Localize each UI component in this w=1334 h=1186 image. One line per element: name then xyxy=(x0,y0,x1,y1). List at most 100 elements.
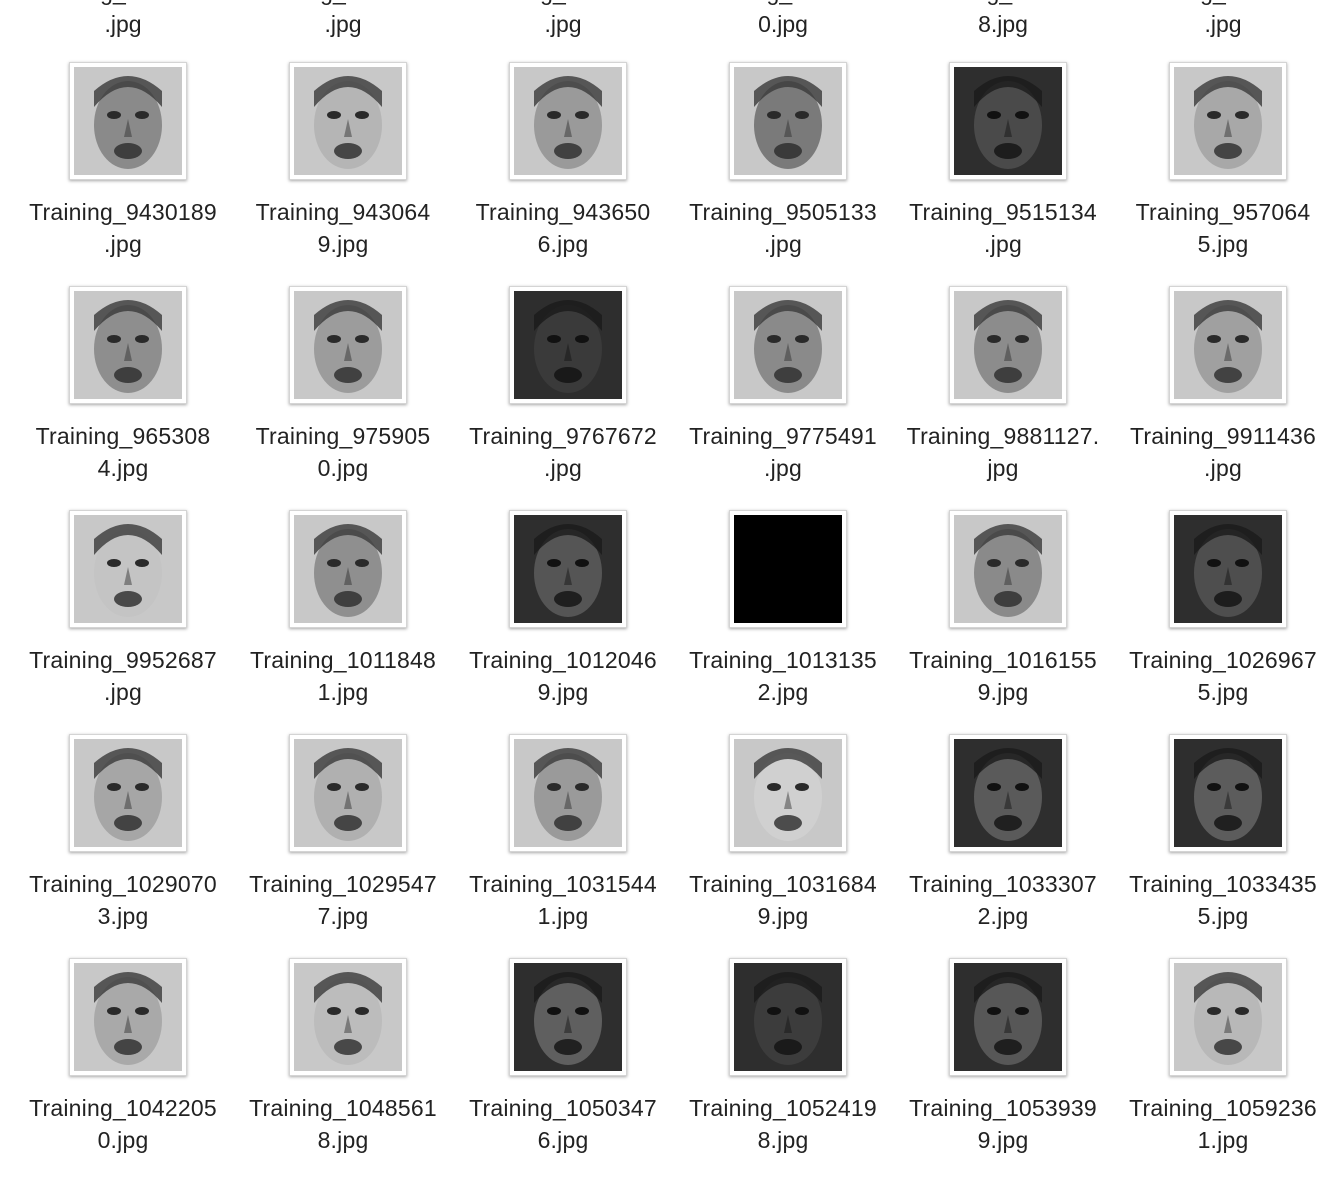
thumbnail-frame[interactable] xyxy=(69,510,187,628)
thumbnail-frame[interactable] xyxy=(1169,62,1287,180)
file-name[interactable]: Training_1052419 8.jpg xyxy=(689,1095,877,1153)
file-name[interactable]: Training_1048561 8.jpg xyxy=(249,1095,437,1153)
file-item[interactable]: Training_9767672 .jpg xyxy=(453,286,673,514)
file-item[interactable]: Training_1031544 1.jpg xyxy=(453,734,673,962)
file-name[interactable]: Training_9775491 .jpg xyxy=(689,423,877,481)
thumbnail-frame[interactable] xyxy=(509,510,627,628)
thumbnail-frame[interactable] xyxy=(729,62,847,180)
file-name[interactable]: Training_1059236 1.jpg xyxy=(1129,1095,1317,1153)
file-name[interactable]: Training_957064 5.jpg xyxy=(1135,199,1311,257)
file-name[interactable]: Training_1012046 9.jpg xyxy=(469,647,657,705)
file-item[interactable]: Training_9881127. jpg xyxy=(893,286,1113,514)
file-name[interactable]: Training_9767672 .jpg xyxy=(469,423,657,481)
black-thumbnail xyxy=(734,515,842,623)
file-item[interactable]: Training_1012046 9.jpg xyxy=(453,510,673,738)
file-item[interactable]: Training_1033435 5.jpg xyxy=(1113,734,1333,962)
file-name[interactable]: Training_1016155 9.jpg xyxy=(909,647,1097,705)
thumbnail-frame[interactable] xyxy=(289,958,407,1076)
file-item[interactable]: Training_9952687 .jpg xyxy=(13,510,233,738)
file-name[interactable]: Training_9430189 .jpg xyxy=(29,199,217,257)
thumbnail-frame[interactable] xyxy=(1169,286,1287,404)
file-item[interactable]: Training_965308 4.jpg xyxy=(13,286,233,514)
thumbnail-frame[interactable] xyxy=(289,510,407,628)
thumbnail-frame[interactable] xyxy=(949,286,1067,404)
file-name[interactable]: Training_1031544 1.jpg xyxy=(469,871,657,929)
file-name[interactable]: Training_943064 9.jpg xyxy=(255,199,431,257)
file-name[interactable]: Training_1053939 9.jpg xyxy=(909,1095,1097,1153)
file-name[interactable]: Training_1050347 6.jpg xyxy=(469,1095,657,1153)
face-thumbnail xyxy=(954,67,1062,175)
face-thumbnail xyxy=(294,67,402,175)
file-item[interactable]: Training_1029070 3.jpg xyxy=(13,734,233,962)
thumbnail-frame[interactable] xyxy=(949,734,1067,852)
file-item[interactable]: Training_9430189 .jpg xyxy=(13,62,233,290)
file-item[interactable]: Training_943064 9.jpg xyxy=(233,62,453,290)
file-name-partial[interactable]: Training_938460 0.jpg xyxy=(697,0,869,37)
file-name[interactable]: Training_1033307 2.jpg xyxy=(909,871,1097,929)
file-item[interactable]: Training_1042205 0.jpg xyxy=(13,958,233,1186)
thumbnail-frame[interactable] xyxy=(1169,958,1287,1076)
file-item[interactable]: Training_1052419 8.jpg xyxy=(673,958,893,1186)
file-name[interactable]: Training_1013135 2.jpg xyxy=(689,647,877,705)
file-name[interactable]: Training_9515134 .jpg xyxy=(909,199,1097,257)
file-name[interactable]: Training_975905 0.jpg xyxy=(255,423,431,481)
thumbnail-frame[interactable] xyxy=(949,958,1067,1076)
thumbnail-frame[interactable] xyxy=(509,62,627,180)
file-name[interactable]: Training_1042205 0.jpg xyxy=(29,1095,217,1153)
thumbnail-frame[interactable] xyxy=(509,286,627,404)
thumbnail-frame[interactable] xyxy=(729,286,847,404)
file-name[interactable]: Training_1011848 1.jpg xyxy=(249,647,437,705)
thumbnail-frame[interactable] xyxy=(729,734,847,852)
file-item[interactable]: Training_9505133 .jpg xyxy=(673,62,893,290)
file-name[interactable]: Training_1031684 9.jpg xyxy=(689,871,877,929)
file-name-partial[interactable]: Training_9357417 .jpg xyxy=(471,0,656,37)
file-name[interactable]: Training_1026967 5.jpg xyxy=(1129,647,1317,705)
file-name[interactable]: Training_943650 6.jpg xyxy=(475,199,651,257)
thumbnail-frame[interactable] xyxy=(69,958,187,1076)
thumbnail-frame[interactable] xyxy=(949,510,1067,628)
file-item[interactable]: Training_1011848 1.jpg xyxy=(233,510,453,738)
file-item[interactable]: Training_1013135 2.jpg xyxy=(673,510,893,738)
thumbnail-frame[interactable] xyxy=(289,286,407,404)
thumbnail-frame[interactable] xyxy=(69,62,187,180)
file-item[interactable]: Training_1053939 9.jpg xyxy=(893,958,1113,1186)
file-name[interactable]: Training_1033435 5.jpg xyxy=(1129,871,1317,929)
thumbnail-frame[interactable] xyxy=(289,62,407,180)
file-item[interactable]: Training_1059236 1.jpg xyxy=(1113,958,1333,1186)
file-name-partial[interactable]: Training_940312 8.jpg xyxy=(917,0,1089,37)
file-name[interactable]: Training_9881127. jpg xyxy=(906,423,1100,481)
file-item[interactable]: Training_1029547 7.jpg xyxy=(233,734,453,962)
file-item[interactable]: Training_1050347 6.jpg xyxy=(453,958,673,1186)
thumbnail-frame[interactable] xyxy=(509,734,627,852)
file-item[interactable]: Training_1026967 5.jpg xyxy=(1113,510,1333,738)
file-item[interactable]: Training_1031684 9.jpg xyxy=(673,734,893,962)
file-name-partial[interactable]: Training_9320218 .jpg xyxy=(31,0,216,37)
file-name[interactable]: Training_9952687 .jpg xyxy=(29,647,217,705)
file-item[interactable]: Training_1048561 8.jpg xyxy=(233,958,453,1186)
file-item[interactable]: Training_9515134 .jpg xyxy=(893,62,1113,290)
file-name[interactable]: Training_1029070 3.jpg xyxy=(29,871,217,929)
file-name-partial[interactable]: Training_9417226 .jpg xyxy=(1131,0,1316,37)
file-item[interactable]: Training_957064 5.jpg xyxy=(1113,62,1333,290)
thumbnail-frame[interactable] xyxy=(289,734,407,852)
thumbnail-frame[interactable] xyxy=(1169,510,1287,628)
thumbnail-frame[interactable] xyxy=(69,734,187,852)
thumbnail-frame[interactable] xyxy=(1169,734,1287,852)
file-name[interactable]: Training_965308 4.jpg xyxy=(35,423,211,481)
file-name[interactable]: Training_1029547 7.jpg xyxy=(249,871,437,929)
face-thumbnail xyxy=(1174,291,1282,399)
file-item[interactable]: Training_1016155 9.jpg xyxy=(893,510,1113,738)
file-name[interactable]: Training_9911436 .jpg xyxy=(1129,423,1317,481)
file-item[interactable]: Training_943650 6.jpg xyxy=(453,62,673,290)
file-item[interactable]: Training_1033307 2.jpg xyxy=(893,734,1113,962)
file-name-partial[interactable]: Training_9341956 .jpg xyxy=(251,0,436,37)
thumbnail-frame[interactable] xyxy=(729,958,847,1076)
file-item[interactable]: Training_975905 0.jpg xyxy=(233,286,453,514)
file-item[interactable]: Training_9775491 .jpg xyxy=(673,286,893,514)
thumbnail-frame[interactable] xyxy=(949,62,1067,180)
file-item[interactable]: Training_9911436 .jpg xyxy=(1113,286,1333,514)
file-name[interactable]: Training_9505133 .jpg xyxy=(689,199,877,257)
thumbnail-frame[interactable] xyxy=(509,958,627,1076)
thumbnail-frame[interactable] xyxy=(729,510,847,628)
thumbnail-frame[interactable] xyxy=(69,286,187,404)
